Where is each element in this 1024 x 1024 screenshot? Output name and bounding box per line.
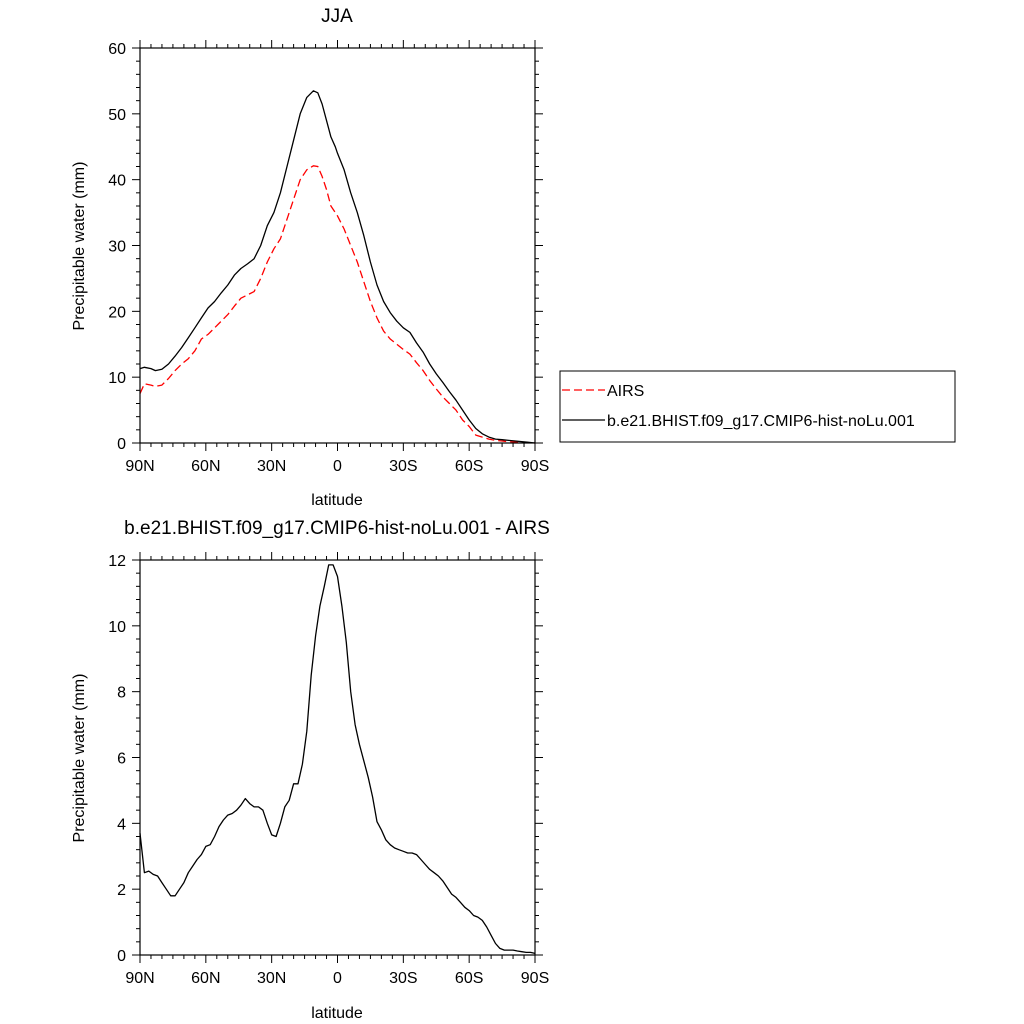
top-chart-y-tick-label: 50 [108,107,126,124]
bottom-chart-x-axis-label: latitude [311,1005,363,1022]
top-chart-x-tick-label: 30S [389,458,417,475]
bottom-chart-x-tick-label: 60N [191,970,220,987]
top-chart-x-tick-label: 60N [191,458,220,475]
bottom-chart-x-tick-label: 30S [389,970,417,987]
bottom-chart-x-tick-label: 0 [333,970,342,987]
top-chart-y-tick-label: 40 [108,173,126,190]
bottom-chart-series-line-0 [139,564,536,955]
bottom-chart-y-tick-label: 6 [117,751,126,768]
bottom-chart-y-tick-label: 4 [117,816,126,833]
bottom-chart-frame [139,559,536,956]
top-chart-y-tick-label: 30 [108,239,126,256]
top-chart-title: JJA [321,6,353,27]
legend-label-airs: AIRS [607,383,644,400]
legend-box [559,370,956,443]
top-chart-y-axis-label: Precipitable water (mm) [71,162,88,331]
top-chart-y-tick-label: 10 [108,370,126,387]
top-chart-x-tick-label: 30N [257,458,286,475]
top-chart: JJA Precipitable water (mm) latitude 90N… [71,6,549,509]
bottom-chart-x-tick-label: 60S [455,970,483,987]
top-chart-y-tick-label: 60 [108,41,126,58]
bottom-chart-x-tick-label: 30N [257,970,286,987]
top-chart-series-line-1 [139,90,536,444]
top-chart-y-tick-label: 0 [117,436,126,453]
top-chart-x-tick-label: 60S [455,458,483,475]
bottom-chart-y-axis-label: Precipitable water (mm) [71,674,88,843]
top-chart-x-axis-label: latitude [311,492,363,509]
bottom-chart-y-tick-label: 10 [108,619,126,636]
bottom-chart-y-tick-label: 12 [108,553,126,570]
legend: AIRS b.e21.BHIST.f09_g17.CMIP6-hist-noLu… [559,370,956,443]
bottom-chart-title: b.e21.BHIST.f09_g17.CMIP6-hist-noLu.001 … [124,518,550,539]
top-chart-frame [139,47,536,444]
bottom-chart-y-tick-label: 0 [117,948,126,965]
bottom-chart-x-tick-label: 90S [521,970,549,987]
top-chart-y-tick-label: 20 [108,304,126,321]
bottom-chart-y-tick-label: 8 [117,685,126,702]
top-chart-x-tick-label: 90N [125,458,154,475]
top-chart-x-tick-label: 90S [521,458,549,475]
bottom-chart: b.e21.BHIST.f09_g17.CMIP6-hist-noLu.001 … [71,518,550,1022]
top-chart-series-line-0 [139,165,536,444]
bottom-chart-x-tick-label: 90N [125,970,154,987]
bottom-chart-y-tick-label: 2 [117,882,126,899]
top-chart-x-tick-label: 0 [333,458,342,475]
legend-label-model: b.e21.BHIST.f09_g17.CMIP6-hist-noLu.001 [607,413,915,430]
